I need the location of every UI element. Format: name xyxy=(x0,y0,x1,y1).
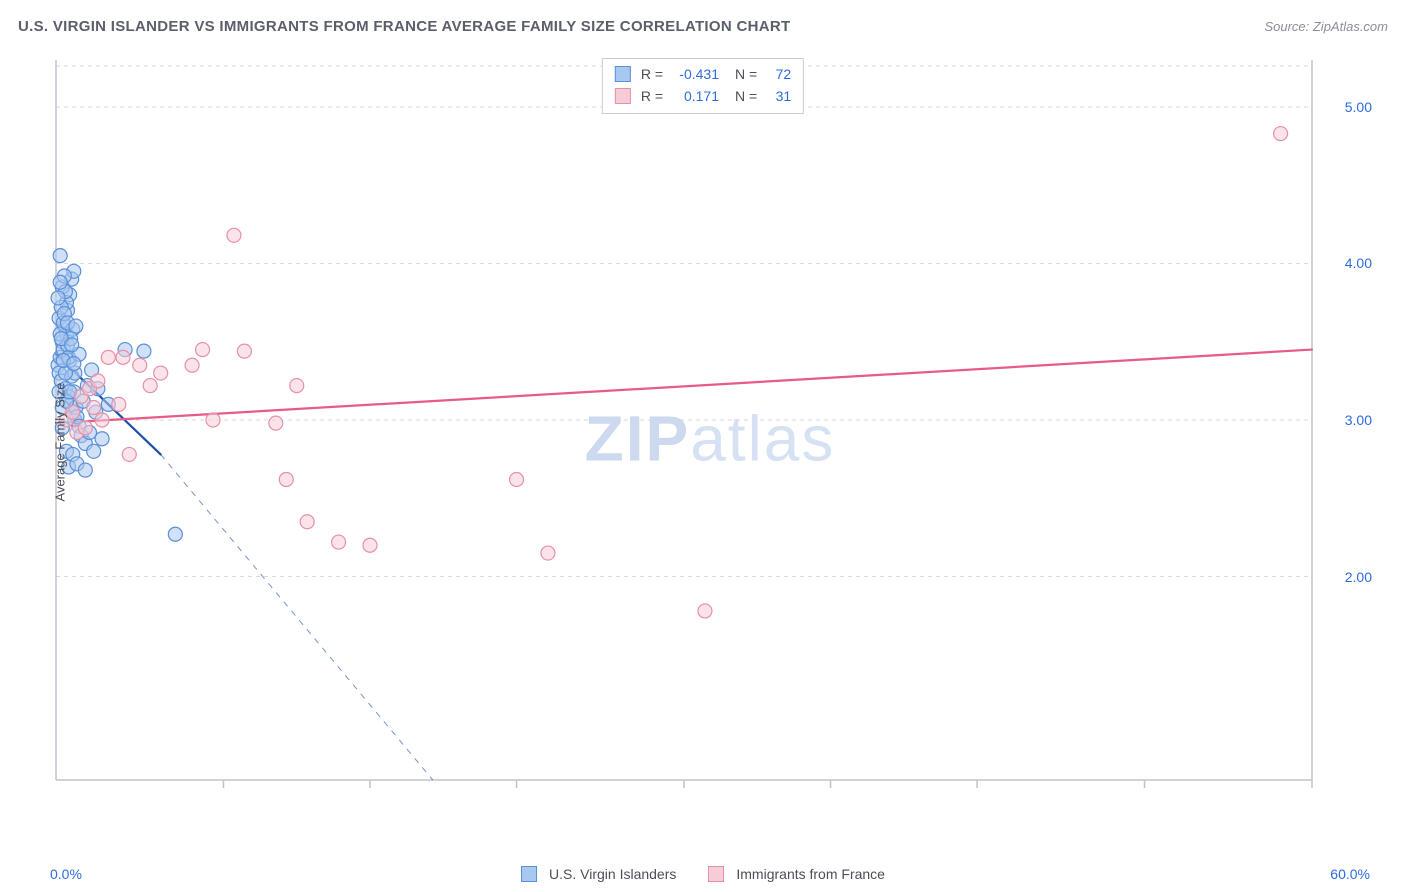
legend-swatch xyxy=(615,88,631,104)
legend-item: Immigrants from France xyxy=(708,866,885,882)
legend-label: U.S. Virgin Islanders xyxy=(549,866,676,882)
legend-swatch xyxy=(615,66,631,82)
stat-r-label: R = xyxy=(641,63,663,85)
stat-n-label: N = xyxy=(735,85,757,107)
y-axis-label: Average Family Size xyxy=(53,383,68,502)
stats-row: R = 0.171 N = 31 xyxy=(615,85,791,107)
legend-item: U.S. Virgin Islanders xyxy=(521,866,676,882)
stat-n-value: 31 xyxy=(763,85,791,107)
stat-r-label: R = xyxy=(641,85,663,107)
bottom-legend: U.S. Virgin Islanders Immigrants from Fra… xyxy=(521,866,885,882)
y-tick-label: 2.00 xyxy=(1345,569,1372,585)
chart-header: U.S. VIRGIN ISLANDER VS IMMIGRANTS FROM … xyxy=(18,18,1388,35)
stat-n-label: N = xyxy=(735,63,757,85)
y-tick-label: 3.00 xyxy=(1345,412,1372,428)
y-tick-label: 4.00 xyxy=(1345,255,1372,271)
legend-swatch xyxy=(521,866,537,882)
x-axis-max-label: 60.0% xyxy=(1330,866,1370,882)
stats-box: R = -0.431 N = 72 R = 0.171 N = 31 xyxy=(602,58,804,114)
source-name: ZipAtlas.com xyxy=(1313,19,1388,34)
plot-area: Average Family Size ZIPatlas 2.003.004.0… xyxy=(50,52,1370,832)
source-prefix: Source: xyxy=(1264,19,1312,34)
chart-source: Source: ZipAtlas.com xyxy=(1264,19,1388,34)
x-axis-min-label: 0.0% xyxy=(50,866,82,882)
stat-r-value: 0.171 xyxy=(669,85,719,107)
stat-r-value: -0.431 xyxy=(669,63,719,85)
chart-title: U.S. VIRGIN ISLANDER VS IMMIGRANTS FROM … xyxy=(18,18,790,35)
scatter-plot xyxy=(50,52,1370,832)
stats-row: R = -0.431 N = 72 xyxy=(615,63,791,85)
legend-swatch xyxy=(708,866,724,882)
stat-n-value: 72 xyxy=(763,63,791,85)
legend-label: Immigrants from France xyxy=(736,866,885,882)
y-tick-label: 5.00 xyxy=(1345,99,1372,115)
